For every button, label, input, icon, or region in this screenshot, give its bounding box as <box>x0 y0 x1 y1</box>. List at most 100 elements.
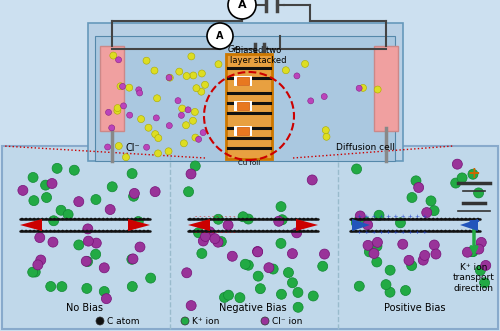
Circle shape <box>176 68 183 75</box>
Text: K⁺ ion: K⁺ ion <box>192 316 220 325</box>
Circle shape <box>468 247 478 257</box>
Circle shape <box>456 230 459 232</box>
Circle shape <box>354 281 364 291</box>
Text: Negative Bias: Negative Bias <box>219 303 287 313</box>
Circle shape <box>294 73 300 79</box>
Circle shape <box>310 218 313 220</box>
Circle shape <box>116 142 122 150</box>
Circle shape <box>379 230 382 232</box>
Circle shape <box>480 278 490 288</box>
Circle shape <box>404 218 406 220</box>
Circle shape <box>286 230 289 232</box>
Circle shape <box>90 249 101 259</box>
Circle shape <box>468 230 471 232</box>
Circle shape <box>314 218 318 220</box>
Circle shape <box>428 218 430 220</box>
Circle shape <box>468 218 471 220</box>
Circle shape <box>436 230 438 232</box>
Circle shape <box>278 230 280 232</box>
Circle shape <box>235 293 245 303</box>
Circle shape <box>302 61 308 68</box>
Circle shape <box>105 205 115 214</box>
Circle shape <box>82 218 84 220</box>
Circle shape <box>242 230 244 232</box>
Circle shape <box>262 218 264 220</box>
Circle shape <box>440 230 442 232</box>
Circle shape <box>448 218 451 220</box>
Circle shape <box>126 230 129 232</box>
Circle shape <box>138 230 141 232</box>
Circle shape <box>114 107 121 114</box>
Circle shape <box>118 218 121 220</box>
Circle shape <box>302 230 305 232</box>
Circle shape <box>286 218 289 220</box>
Circle shape <box>146 230 150 232</box>
Circle shape <box>130 188 140 198</box>
Circle shape <box>193 85 200 92</box>
Circle shape <box>224 290 234 300</box>
Circle shape <box>277 215 287 225</box>
Circle shape <box>46 281 56 292</box>
Circle shape <box>385 287 395 297</box>
Circle shape <box>408 218 410 220</box>
Polygon shape <box>296 219 318 231</box>
Circle shape <box>18 185 28 195</box>
Circle shape <box>200 130 206 136</box>
Circle shape <box>323 133 330 140</box>
Circle shape <box>181 317 189 325</box>
Circle shape <box>474 244 484 254</box>
Circle shape <box>58 230 60 232</box>
Circle shape <box>320 249 330 259</box>
Circle shape <box>480 260 490 270</box>
Circle shape <box>372 241 382 251</box>
Circle shape <box>234 218 236 220</box>
Circle shape <box>49 218 52 220</box>
Circle shape <box>70 218 72 220</box>
Circle shape <box>367 230 370 232</box>
Circle shape <box>33 260 43 270</box>
FancyBboxPatch shape <box>88 23 403 161</box>
Circle shape <box>252 247 262 257</box>
Circle shape <box>310 230 313 232</box>
Circle shape <box>165 148 172 155</box>
Circle shape <box>452 159 462 169</box>
Circle shape <box>193 218 196 220</box>
Circle shape <box>188 230 192 232</box>
Text: Cl⁻: Cl⁻ <box>126 143 140 153</box>
Circle shape <box>228 0 256 19</box>
Circle shape <box>166 74 173 81</box>
Circle shape <box>246 218 248 220</box>
Circle shape <box>213 237 223 247</box>
Circle shape <box>126 84 132 91</box>
Circle shape <box>186 301 196 310</box>
Circle shape <box>412 218 414 220</box>
Text: + + + + + + + + + +: + + + + + + + + + + <box>357 214 428 219</box>
Circle shape <box>110 230 112 232</box>
Circle shape <box>201 218 203 220</box>
Circle shape <box>62 218 64 220</box>
Circle shape <box>261 317 269 325</box>
Circle shape <box>221 218 224 220</box>
Circle shape <box>155 135 162 142</box>
Circle shape <box>420 230 422 232</box>
Polygon shape <box>128 219 150 231</box>
Circle shape <box>282 218 285 220</box>
Circle shape <box>57 282 67 292</box>
Circle shape <box>92 238 102 248</box>
Circle shape <box>100 287 110 297</box>
Circle shape <box>197 230 200 232</box>
Circle shape <box>70 165 80 175</box>
Text: No Bias: No Bias <box>66 303 104 313</box>
Circle shape <box>130 230 133 232</box>
Circle shape <box>45 230 48 232</box>
Circle shape <box>302 218 305 220</box>
Circle shape <box>216 237 226 247</box>
FancyBboxPatch shape <box>234 126 252 136</box>
Circle shape <box>126 112 132 118</box>
Circle shape <box>430 240 440 250</box>
Circle shape <box>398 239 408 249</box>
Polygon shape <box>460 219 478 231</box>
Circle shape <box>48 237 58 247</box>
FancyBboxPatch shape <box>234 101 252 111</box>
Circle shape <box>114 218 117 220</box>
